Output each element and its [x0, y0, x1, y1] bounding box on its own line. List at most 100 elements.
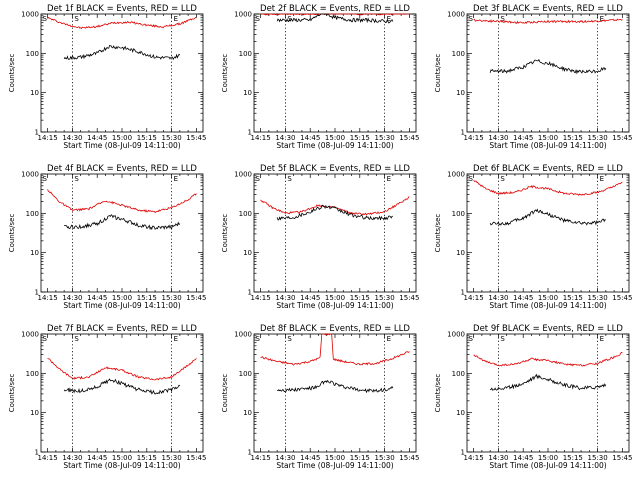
events-series-line [489, 208, 606, 226]
x-tick-label: 14:45 [513, 294, 533, 302]
time-marker-label: S [74, 175, 79, 183]
x-tick-label: 15:45 [399, 294, 419, 302]
time-marker-label: S [74, 15, 79, 23]
y-axis-label: Counts/sec [221, 214, 229, 253]
start-marker-label: S [43, 335, 48, 343]
events-series-line [276, 379, 394, 394]
y-tick-label: 10 [30, 409, 39, 417]
panel-title: Det 4f BLACK = Events, RED = LLD [47, 164, 197, 174]
events-series-line [276, 13, 394, 24]
x-tick-label: 15:15 [563, 454, 583, 462]
y-tick-label: 100 [26, 50, 39, 58]
x-tick-label: 14:15 [38, 454, 58, 462]
x-tick-label: 14:45 [87, 454, 107, 462]
chart-panel-1: Det 1f BLACK = Events, RED = LLD 1 10 100 10… [8, 4, 206, 150]
x-axis-label: Start Time (08-Jul-09 14:11:00) [489, 141, 606, 150]
x-tick-label: 14:45 [87, 134, 107, 142]
x-tick-label: 15:00 [538, 294, 558, 302]
lld-series-line [47, 357, 197, 381]
x-tick-label: 15:45 [612, 454, 632, 462]
time-marker-label: S [500, 15, 505, 23]
x-tick-label: 15:45 [612, 294, 632, 302]
panel-title: Det 7f BLACK = Events, RED = LLD [47, 324, 197, 334]
time-marker-label: S [287, 15, 292, 23]
x-tick-label: 14:30 [62, 294, 82, 302]
time-marker-label: E [387, 175, 391, 183]
time-marker-label: E [600, 175, 604, 183]
y-tick-label: 10 [456, 409, 465, 417]
time-marker-label: E [174, 335, 178, 343]
x-axis-label: Start Time (08-Jul-09 14:11:00) [276, 301, 393, 310]
plot-frame [466, 13, 630, 133]
y-tick-label: 1 [35, 289, 39, 297]
lld-series-line [260, 333, 410, 366]
y-tick-label: 1000 [447, 331, 465, 339]
x-tick-label: 15:45 [186, 294, 206, 302]
x-tick-label: 15:45 [612, 134, 632, 142]
y-axis-label: Counts/sec [434, 214, 442, 253]
y-tick-label: 1000 [447, 171, 465, 179]
x-tick-label: 14:45 [513, 134, 533, 142]
x-tick-label: 15:00 [538, 134, 558, 142]
x-tick-label: 15:15 [137, 294, 157, 302]
y-axis-label: Counts/sec [8, 54, 16, 93]
x-tick-label: 15:30 [587, 294, 607, 302]
start-marker-label: S [469, 175, 474, 183]
chart-panel-5: Det 5f BLACK = Events, RED = LLD 1 10 100 10… [221, 164, 419, 310]
y-axis-label: Counts/sec [434, 54, 442, 93]
events-series-line [63, 378, 181, 395]
x-tick-label: 14:15 [464, 294, 484, 302]
x-tick-label: 15:45 [399, 454, 419, 462]
x-tick-label: 14:15 [38, 134, 58, 142]
x-tick-label: 15:00 [538, 454, 558, 462]
y-tick-label: 10 [30, 89, 39, 97]
chart-panel-6: Det 6f BLACK = Events, RED = LLD 1 10 100 10… [434, 164, 632, 310]
plot-frame [466, 333, 630, 453]
panel-title: Det 6f BLACK = Events, RED = LLD [473, 164, 623, 174]
y-tick-label: 100 [26, 370, 39, 378]
x-tick-label: 15:00 [325, 294, 345, 302]
y-tick-label: 1 [248, 129, 252, 137]
x-tick-label: 14:45 [300, 294, 320, 302]
x-tick-label: 15:30 [587, 454, 607, 462]
y-tick-label: 100 [452, 370, 465, 378]
lld-series-line [47, 189, 197, 214]
x-tick-label: 15:00 [325, 454, 345, 462]
events-series-line [489, 373, 607, 391]
x-axis-label: Start Time (08-Jul-09 14:11:00) [276, 461, 393, 470]
y-tick-label: 10 [243, 89, 252, 97]
y-tick-label: 100 [239, 50, 252, 58]
chart-panel-8: Det 8f BLACK = Events, RED = LLD 1 10 100 10… [221, 324, 419, 470]
x-tick-label: 14:30 [62, 454, 82, 462]
plot-frame [253, 13, 417, 133]
x-tick-label: 15:15 [350, 294, 370, 302]
time-marker-label: E [174, 15, 178, 23]
y-axis-label: Counts/sec [434, 374, 442, 413]
plot-frame [253, 173, 417, 293]
y-tick-label: 10 [243, 409, 252, 417]
y-tick-label: 1000 [447, 11, 465, 19]
time-marker-label: E [387, 15, 391, 23]
x-tick-label: 15:15 [563, 134, 583, 142]
plot-frame [40, 173, 204, 293]
y-tick-label: 100 [452, 210, 465, 218]
time-marker-label: E [600, 335, 604, 343]
y-tick-label: 1000 [234, 11, 252, 19]
x-tick-label: 15:00 [112, 134, 132, 142]
x-tick-label: 14:30 [275, 454, 295, 462]
events-series-line [63, 44, 181, 61]
panel-title: Det 9f BLACK = Events, RED = LLD [473, 324, 623, 334]
y-tick-label: 1 [461, 449, 465, 457]
y-axis-label: Counts/sec [8, 374, 16, 413]
x-axis-label: Start Time (08-Jul-09 14:11:00) [489, 461, 606, 470]
y-tick-label: 100 [239, 210, 252, 218]
y-tick-label: 10 [456, 89, 465, 97]
x-tick-label: 14:15 [464, 454, 484, 462]
y-tick-label: 1000 [21, 171, 39, 179]
start-marker-label: S [256, 335, 261, 343]
lld-series-line [260, 196, 410, 216]
x-tick-label: 14:15 [251, 134, 271, 142]
time-marker-label: S [287, 175, 292, 183]
x-axis-label: Start Time (08-Jul-09 14:11:00) [276, 141, 393, 150]
